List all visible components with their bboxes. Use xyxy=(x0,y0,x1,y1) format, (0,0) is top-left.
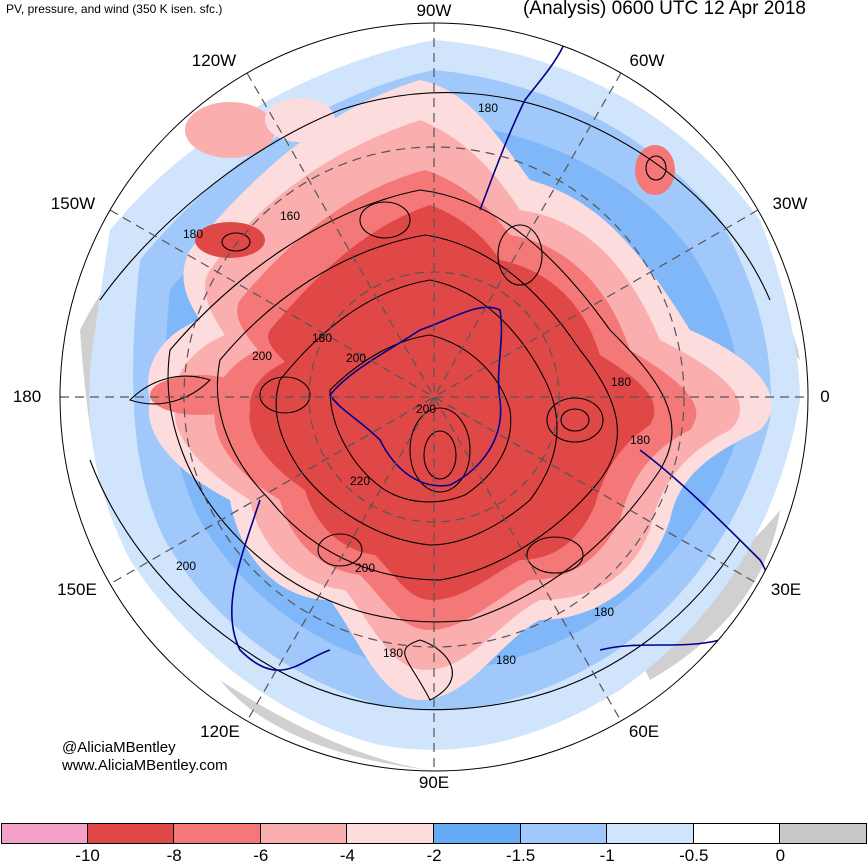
contour-line xyxy=(167,189,673,623)
longitude-label-150w: 150W xyxy=(50,194,96,213)
colorbar-tick-label: -1.5 xyxy=(505,846,536,865)
contour-label: 220 xyxy=(350,474,370,488)
longitude-label-90w: 90W xyxy=(416,1,452,20)
contour-label: 200 xyxy=(346,351,366,365)
contour-label: 180 xyxy=(611,375,631,389)
contour-line xyxy=(546,397,604,443)
longitude-label-60w: 60W xyxy=(629,51,665,70)
contour-line xyxy=(89,459,741,711)
colorbar-tick-label: -4 xyxy=(339,846,355,865)
colorbar-tick-label: -1 xyxy=(599,846,615,865)
contour-line xyxy=(128,375,212,405)
colorbar-tick-label: -2 xyxy=(426,846,442,865)
contour-line xyxy=(259,376,311,414)
contour-line xyxy=(359,201,411,239)
contour-line xyxy=(560,408,590,432)
colorbar-swatch xyxy=(607,823,694,844)
longitude-label-60e: 60E xyxy=(628,722,660,741)
contour-line xyxy=(275,279,558,546)
contour-line xyxy=(526,536,584,574)
pv-fill-red xyxy=(635,145,675,195)
map-title: (Analysis) 0600 UTC 12 Apr 2018 xyxy=(522,0,806,19)
contour-label: 180 xyxy=(383,646,403,660)
contour-line xyxy=(497,224,543,286)
contour-line xyxy=(329,334,512,503)
colorbar-tick-label: -8 xyxy=(166,846,182,865)
longitude-label-120e: 120E xyxy=(200,722,240,741)
contour-labels: 180 160 180 180 200 200 200 220 200 200 … xyxy=(176,101,650,667)
longitude-label-0: 0 xyxy=(820,387,830,406)
graticule xyxy=(60,23,808,771)
coastline xyxy=(230,499,331,671)
meridian-line xyxy=(109,209,759,585)
contour-line xyxy=(423,430,457,480)
contour-label: 180 xyxy=(496,653,516,667)
contour-label: 160 xyxy=(280,209,300,223)
contour-label: 180 xyxy=(594,605,614,619)
colorbar-swatch xyxy=(87,823,175,844)
contour-label: 200 xyxy=(252,349,272,363)
colorbar-swatch xyxy=(434,823,521,844)
colorbar-swatch xyxy=(520,823,608,844)
credit-handle: @AliciaMBentley xyxy=(62,739,176,756)
longitude-label-30w: 30W xyxy=(772,194,808,213)
colorbar-frame xyxy=(1,823,867,844)
colorbar-tick-label: -0.5 xyxy=(679,846,709,865)
longitude-label-90e: 90E xyxy=(418,773,450,792)
longitude-label-180: 180 xyxy=(12,387,42,406)
pressure-contours xyxy=(89,92,771,711)
contour-line xyxy=(409,407,471,493)
colorbar-swatch xyxy=(347,823,434,844)
contour-line xyxy=(99,92,771,301)
map-boundary xyxy=(59,22,809,772)
colorbar-swatch xyxy=(174,823,261,844)
meridian-line xyxy=(109,209,759,585)
contour-line xyxy=(221,232,251,252)
meridian-line xyxy=(246,72,622,722)
polar-stereographic-map: 180 160 180 180 200 200 200 220 200 200 … xyxy=(59,22,809,772)
contour-label: 180 xyxy=(312,331,332,345)
contour-label: 180 xyxy=(478,101,498,115)
coastline xyxy=(479,29,571,211)
contour-line xyxy=(317,533,363,567)
colorbar-swatch xyxy=(1,823,88,844)
colorbar-tick-label: -10 xyxy=(75,846,100,865)
longitude-label-120w: 120W xyxy=(191,51,237,70)
contour-label: 180 xyxy=(183,227,203,241)
contour-line xyxy=(645,155,667,181)
contour-label: 200 xyxy=(176,559,196,573)
pv-fill-red xyxy=(195,222,265,258)
colorbar-swatch xyxy=(693,823,781,844)
pv-fill-rose xyxy=(185,102,275,158)
longitude-label-30e: 30E xyxy=(770,580,802,599)
contour-line xyxy=(404,639,453,701)
pv-shading-layer xyxy=(60,23,808,771)
colorbar-swatch xyxy=(260,823,348,844)
colorbar-tick-label: 0 xyxy=(775,846,786,865)
pv-fill-rose xyxy=(265,98,335,142)
map-subtitle: PV, pressure, and wind (350 K isen. sfc.… xyxy=(6,2,223,16)
contour-label: 180 xyxy=(630,433,650,447)
contour-label: 200 xyxy=(355,561,375,575)
colorbar-tick-label: -6 xyxy=(253,846,269,865)
longitude-label-150e: 150E xyxy=(57,580,97,599)
contour-line xyxy=(216,234,618,581)
contour-label: 200 xyxy=(416,402,436,416)
coastline xyxy=(329,306,503,487)
credit-website: www.AliciaMBentley.com xyxy=(62,757,228,774)
pv-fill-red xyxy=(150,375,250,415)
meridian-line xyxy=(246,72,622,722)
